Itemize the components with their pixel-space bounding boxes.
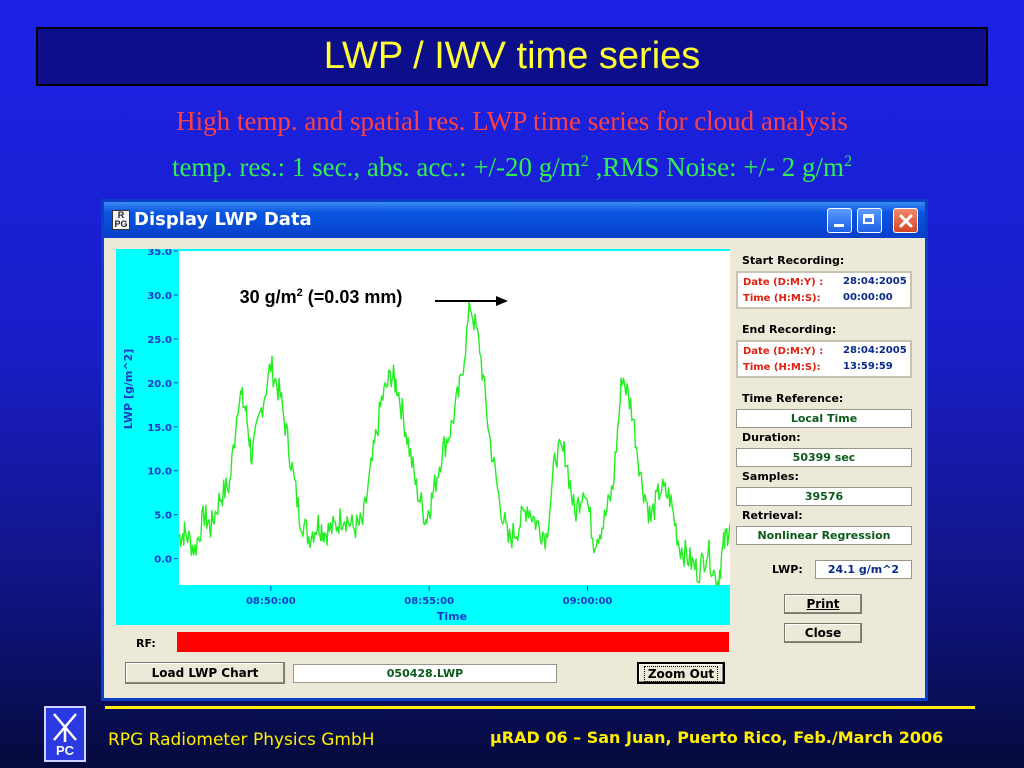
y-tick-label: 5.0 bbox=[154, 511, 172, 522]
slide-title-text: LWP / IWV time series bbox=[323, 35, 701, 77]
load-lwp-chart-label: Load LWP Chart bbox=[151, 666, 259, 680]
samples-field: 39576 bbox=[736, 487, 912, 506]
print-button[interactable]: Print bbox=[784, 594, 862, 614]
annotation-part-a: 30 g/m bbox=[239, 287, 297, 307]
subtitle-2-sup-1: 2 bbox=[580, 153, 589, 170]
minimize-button[interactable] bbox=[827, 208, 852, 233]
end-recording-label: End Recording: bbox=[742, 323, 837, 336]
logo-text: PC bbox=[55, 743, 75, 758]
print-button-label: Print bbox=[806, 597, 840, 611]
subtitle-2-sup-2: 2 bbox=[844, 153, 853, 170]
end-time-value: 13:59:59 bbox=[843, 361, 893, 372]
footer-company: RPG Radiometer Physics GmbH bbox=[108, 730, 375, 750]
y-tick-label: 35.0 bbox=[147, 249, 172, 258]
start-date-value: 28:04:2005 bbox=[843, 276, 907, 287]
end-date-value: 28:04:2005 bbox=[843, 345, 907, 356]
rpg-logo-icon bbox=[53, 713, 77, 742]
annotation-part-b: (=0.03 mm) bbox=[302, 287, 403, 307]
window-titlebar[interactable]: R PG Display LWP Data bbox=[104, 202, 925, 238]
rf-label: RF: bbox=[136, 637, 156, 650]
lwp-value-field: 24.1 g/m^2 bbox=[815, 560, 912, 579]
duration-field: 50399 sec bbox=[736, 448, 912, 467]
end-recording-box: Date (D:M:Y) : 28:04:2005 Time (H:M:S): … bbox=[736, 340, 912, 378]
close-button[interactable]: Close bbox=[784, 623, 862, 643]
subtitle-2-part-b: ,RMS Noise: +/- 2 g/m bbox=[588, 152, 845, 182]
duration-label: Duration: bbox=[742, 431, 801, 444]
zoom-out-button[interactable]: Zoom Out bbox=[637, 662, 725, 684]
zoom-out-label: Zoom Out bbox=[643, 666, 719, 682]
start-recording-label: Start Recording: bbox=[742, 254, 845, 267]
time-reference-field: Local Time bbox=[736, 409, 912, 428]
rpg-logo: PC bbox=[44, 706, 86, 762]
x-tick-label: 08:50:00 bbox=[246, 596, 296, 607]
lwp-chart: 35.0 30.0 25.0 20.0 15.0 10.0 5.0 0.0 08:50:00 0… bbox=[116, 249, 730, 625]
load-lwp-chart-button[interactable]: Load LWP Chart bbox=[125, 662, 285, 684]
y-tick-label: 30.0 bbox=[147, 291, 172, 302]
retrieval-label: Retrieval: bbox=[742, 509, 803, 522]
y-tick-label: 10.0 bbox=[147, 467, 172, 478]
peak-annotation: 30 g/m2 (=0.03 mm) bbox=[231, 279, 411, 311]
maximize-button[interactable] bbox=[857, 208, 882, 233]
retrieval-field: Nonlinear Regression bbox=[736, 526, 912, 545]
close-icon bbox=[899, 214, 913, 228]
y-tick-label: 0.0 bbox=[154, 555, 172, 566]
file-name-field: 050428.LWP bbox=[293, 664, 557, 683]
window-title: Display LWP Data bbox=[134, 209, 312, 230]
rf-status-bar bbox=[177, 632, 729, 652]
close-button-label: Close bbox=[804, 626, 842, 640]
start-time-value: 00:00:00 bbox=[843, 292, 893, 303]
x-axis-label: Time bbox=[437, 610, 467, 623]
annotation-sup: 2 bbox=[296, 287, 303, 299]
rpg-app-icon: R PG bbox=[112, 210, 130, 230]
annotation-arrowhead bbox=[496, 296, 508, 306]
y-axis-ticks: 35.0 30.0 25.0 20.0 15.0 10.0 5.0 0.0 bbox=[147, 249, 178, 566]
y-tick-label: 20.0 bbox=[147, 379, 172, 390]
samples-label: Samples: bbox=[742, 470, 799, 483]
x-tick-label: 09:00:00 bbox=[563, 596, 613, 607]
lwp-chart-svg: 35.030.025.020.015.010.05.00.0 08:50:00 0… bbox=[122, 249, 730, 623]
x-axis-ticks: 08:50:00 08:55:00 09:00:00 bbox=[246, 586, 612, 607]
y-tick-label: 15.0 bbox=[147, 423, 172, 434]
lwp-series-line bbox=[178, 299, 730, 586]
start-date-label: Date (D:M:Y) : bbox=[743, 277, 824, 288]
slide-title: LWP / IWV time series bbox=[36, 27, 988, 86]
x-tick-label: 08:55:00 bbox=[404, 596, 454, 607]
subtitle-2-part-a: temp. res.: 1 sec., abs. acc.: +/-20 g/m bbox=[171, 152, 581, 182]
y-tick-label: 25.0 bbox=[147, 335, 172, 346]
display-lwp-window: R PG Display LWP Data 35.0 30.0 25.0 20.0 15.… bbox=[101, 199, 928, 701]
time-reference-label: Time Reference: bbox=[742, 392, 844, 405]
footer-conference: µRAD 06 – San Juan, Puerto Rico, Feb./Ma… bbox=[490, 728, 944, 747]
slide-subtitle-1: High temp. and spatial res. LWP time ser… bbox=[176, 106, 848, 136]
start-recording-box: Date (D:M:Y) : 28:04:2005 Time (H:M:S): … bbox=[736, 271, 912, 309]
end-time-label: Time (H:M:S): bbox=[743, 362, 821, 373]
end-date-label: Date (D:M:Y) : bbox=[743, 346, 824, 357]
slide-subtitle-2: temp. res.: 1 sec., abs. acc.: +/-20 g/m… bbox=[0, 152, 1024, 183]
y-axis-label: LWP [g/m^2] bbox=[122, 349, 135, 429]
close-window-button[interactable] bbox=[893, 208, 918, 233]
lwp-label: LWP: bbox=[772, 563, 803, 576]
start-time-label: Time (H:M:S): bbox=[743, 293, 821, 304]
footer-divider bbox=[105, 706, 975, 709]
